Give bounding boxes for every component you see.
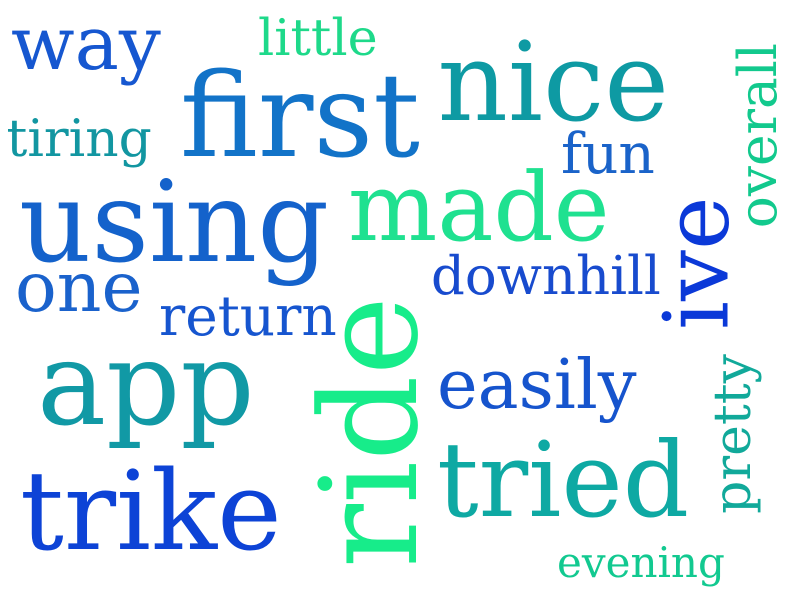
word-return: return — [159, 283, 337, 348]
word-made: made — [348, 154, 610, 263]
word-ride: ride — [292, 296, 448, 568]
word-tiring: tiring — [6, 109, 152, 169]
word-app: app — [37, 317, 255, 452]
word-tried: tried — [437, 421, 690, 541]
word-fun: fun — [561, 120, 655, 187]
word-first: first — [180, 48, 420, 184]
word-way: way — [11, 0, 161, 87]
word-easily: easily — [437, 344, 637, 425]
word-ive: ive — [644, 196, 750, 330]
word-nice: nice — [437, 17, 669, 146]
word-using: using — [19, 158, 330, 288]
word-evening: evening — [557, 538, 725, 587]
word-trike: trike — [20, 447, 282, 575]
word-pretty: pretty — [702, 354, 763, 514]
word-one: one — [15, 247, 143, 328]
word-downhill: downhill — [431, 245, 661, 307]
word-little: little — [258, 7, 378, 67]
